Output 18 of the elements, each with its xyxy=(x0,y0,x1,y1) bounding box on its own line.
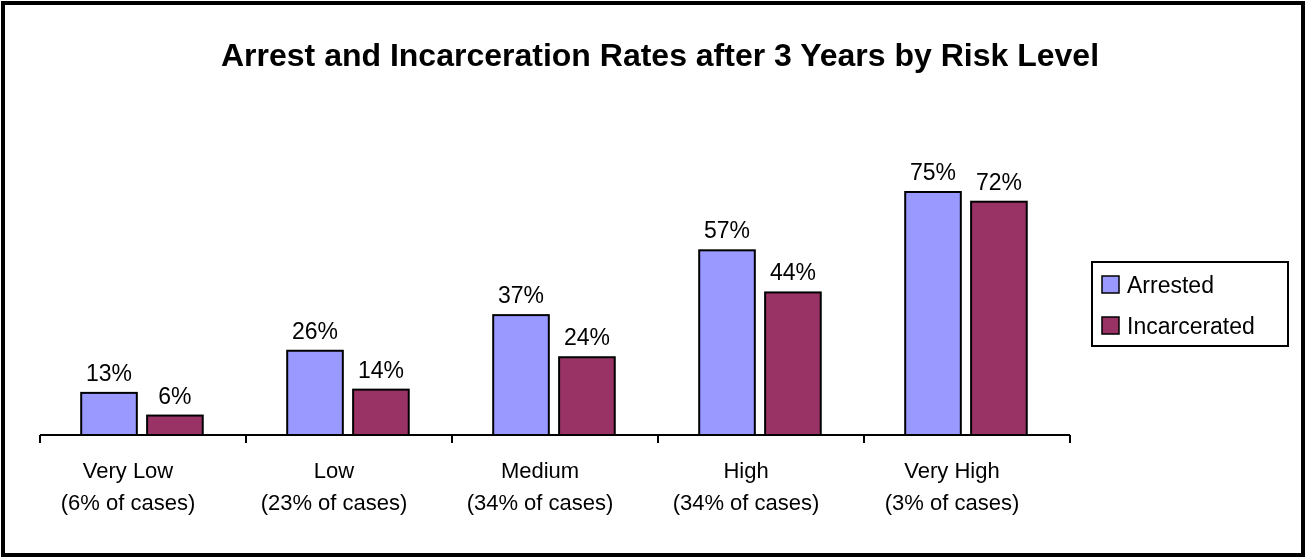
data-label: 37% xyxy=(497,282,545,309)
data-label: 26% xyxy=(291,317,339,344)
data-label: 44% xyxy=(769,259,816,286)
x-tick-label: Low (23% of cases) xyxy=(260,458,408,515)
data-label: 57% xyxy=(703,217,751,244)
legend-label: Incarcerated xyxy=(1127,313,1255,339)
data-label: 14% xyxy=(357,356,404,383)
x-tick-label: High (34% of cases) xyxy=(672,458,820,515)
data-label: 24% xyxy=(563,324,610,351)
data-label: 13% xyxy=(85,359,133,386)
x-tick-label: Very Low (6% of cases) xyxy=(60,458,196,515)
data-label: 6% xyxy=(158,382,192,409)
legend-label: Arrested xyxy=(1127,272,1214,298)
chart-title: Arrest and Incarceration Rates after 3 Years by Risk Level xyxy=(220,37,1100,73)
x-tick-label: Medium (34% of cases) xyxy=(466,458,614,515)
x-tick-label: Very High (3% of cases) xyxy=(884,458,1020,515)
data-label: 72% xyxy=(975,168,1022,195)
data-label: 75% xyxy=(909,159,957,185)
